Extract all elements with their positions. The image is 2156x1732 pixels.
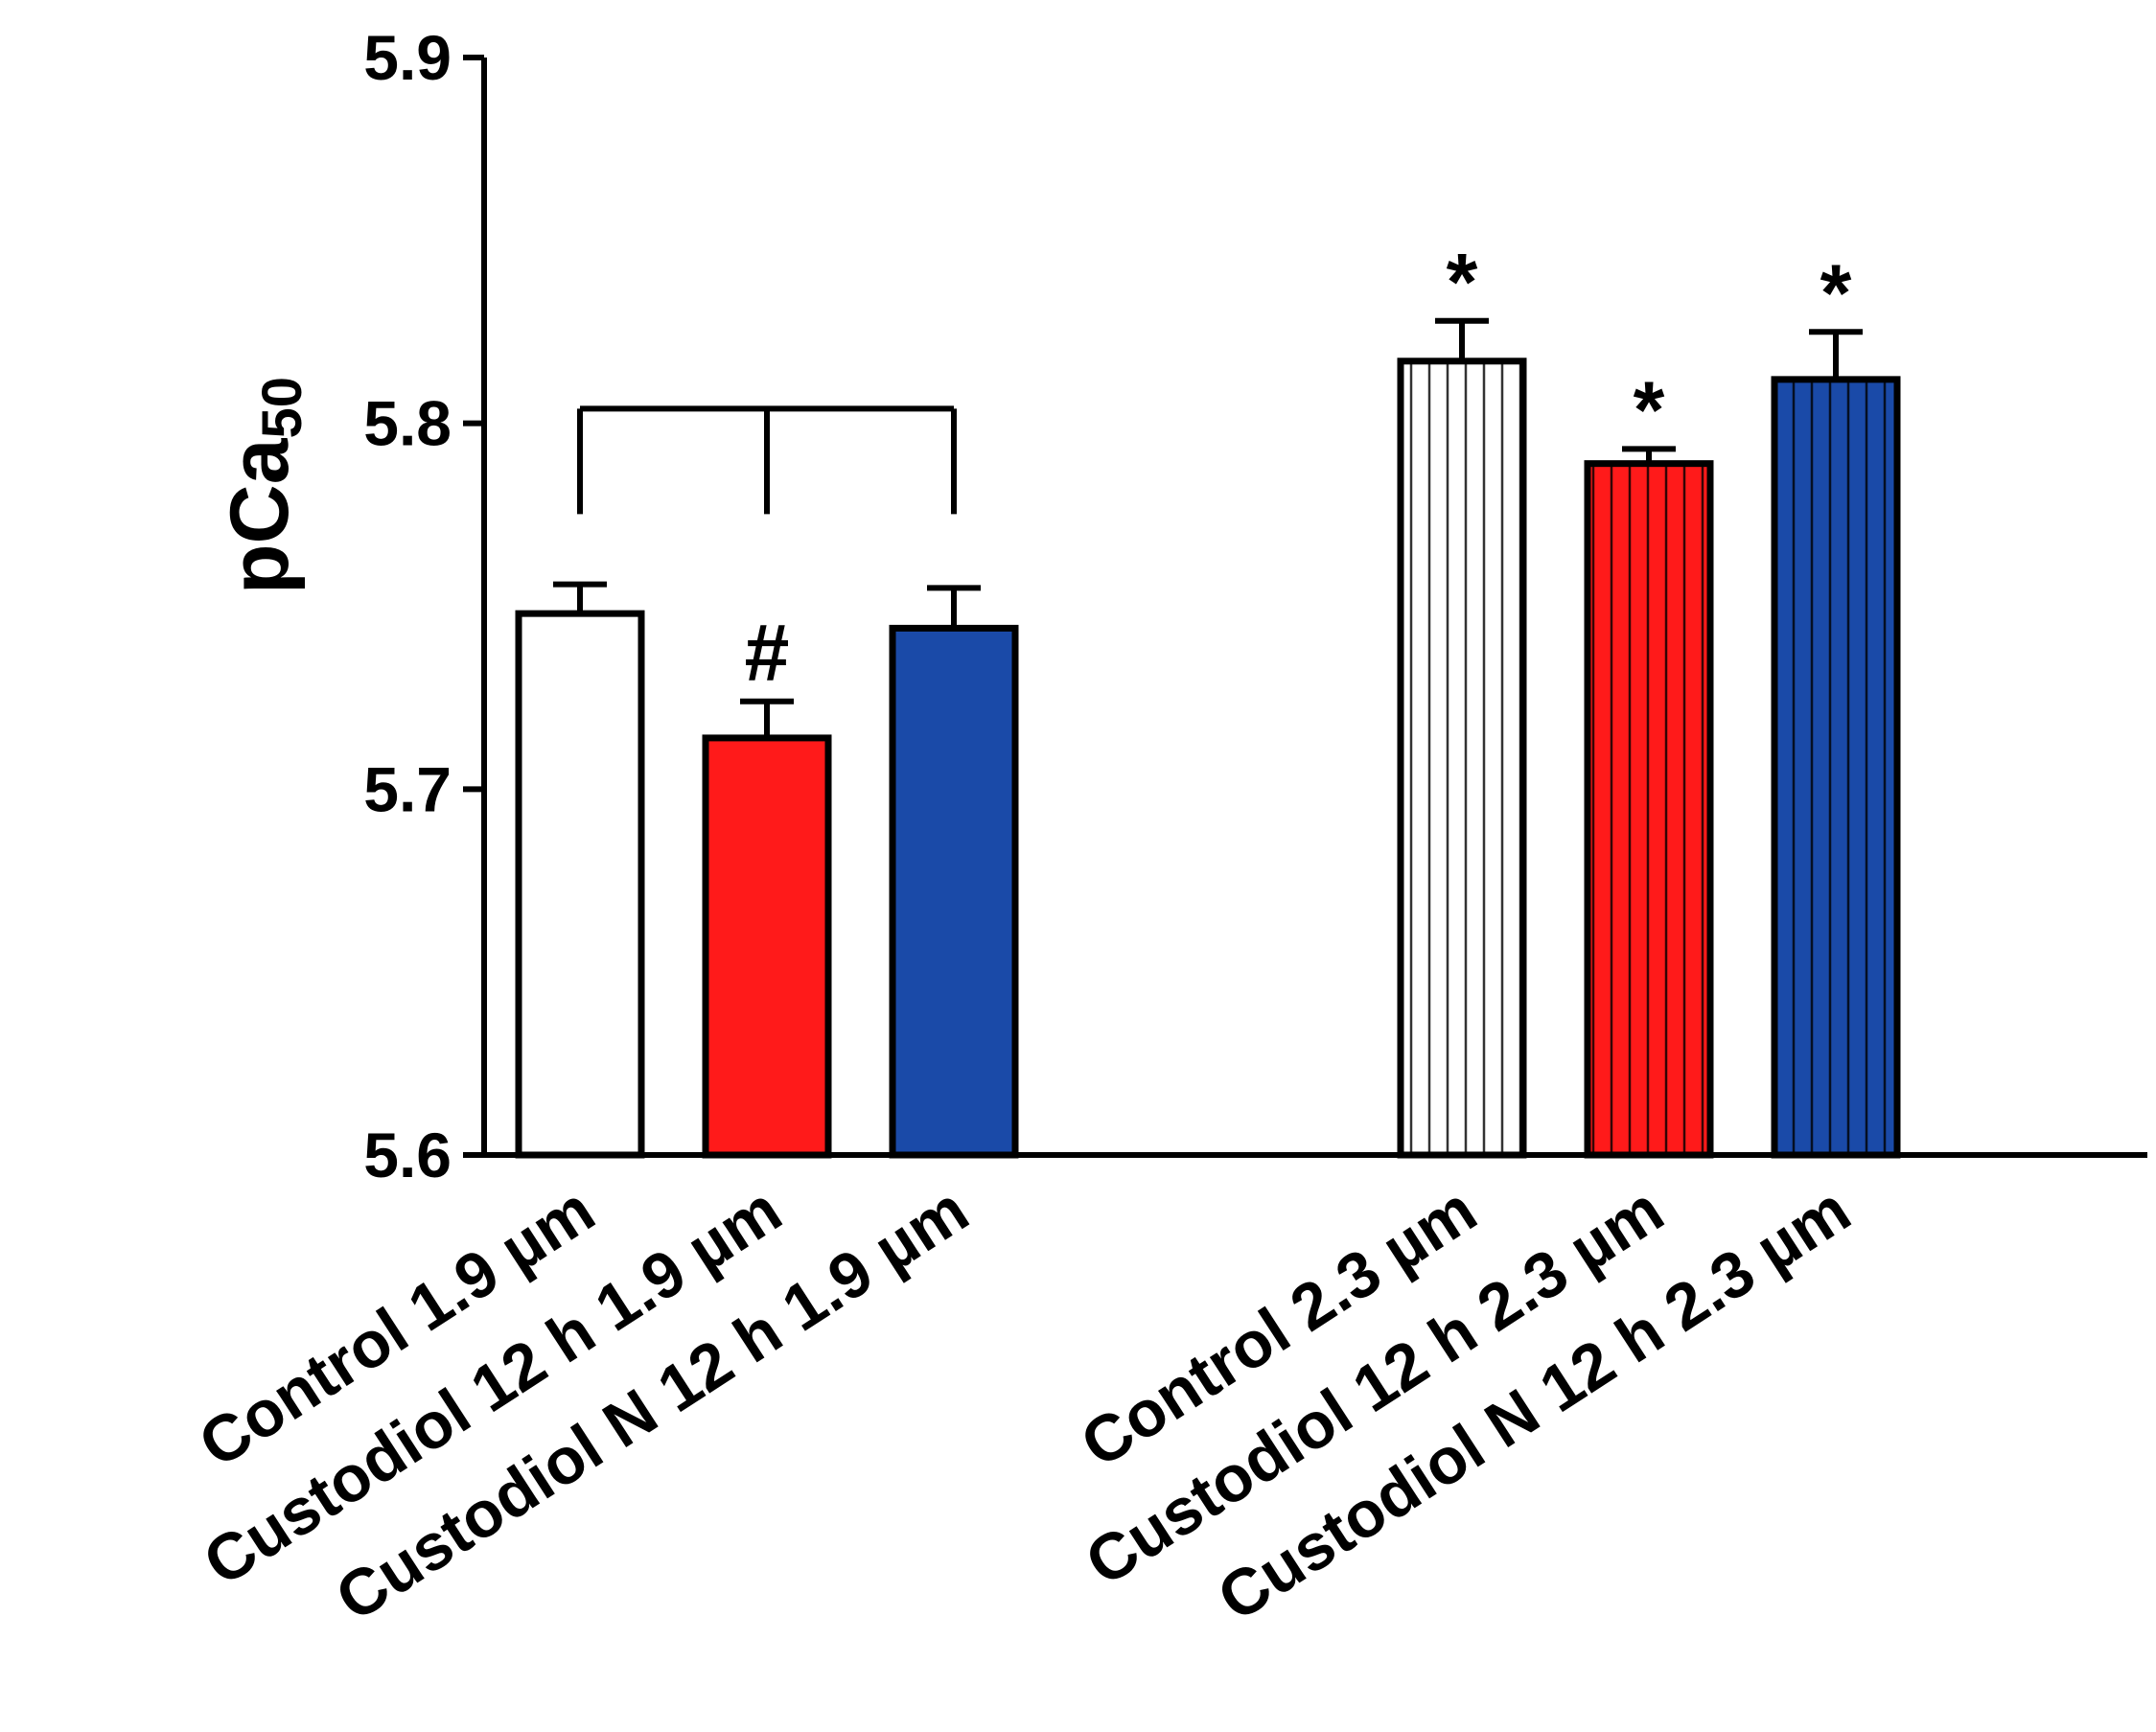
bar <box>519 613 641 1155</box>
significance-marker: * <box>1634 364 1665 454</box>
comparison-bracket <box>577 405 957 515</box>
bar <box>893 628 1015 1155</box>
y-tick-label: 5.8 <box>363 388 452 459</box>
y-tick-label: 5.6 <box>363 1120 452 1190</box>
bar-hatch <box>1588 463 1710 1155</box>
y-axis-label: pCa50 <box>214 377 313 594</box>
y-tick-label: 5.9 <box>363 22 452 93</box>
significance-marker: # <box>745 608 790 698</box>
bar-hatch <box>1401 360 1523 1155</box>
bar-hatch <box>1774 379 1897 1155</box>
y-axis: 5.6 5.7 5.8 5.9 <box>363 22 487 1190</box>
bars: # * * * <box>515 237 1901 1159</box>
y-tick-label: 5.7 <box>363 753 452 824</box>
bar <box>706 737 828 1155</box>
significance-marker: * <box>1820 247 1852 337</box>
significance-marker: * <box>1447 237 1478 327</box>
